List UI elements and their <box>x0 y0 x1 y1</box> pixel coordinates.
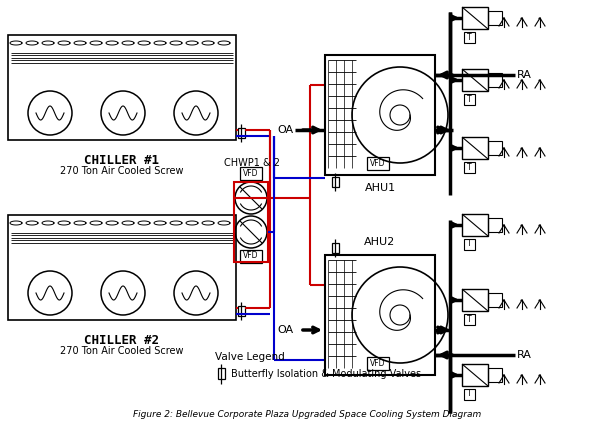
Bar <box>464 162 475 173</box>
Bar <box>325 55 435 175</box>
Text: VFD: VFD <box>244 168 259 178</box>
Text: OA: OA <box>277 125 293 135</box>
Text: CHILLER #2: CHILLER #2 <box>84 334 159 347</box>
Bar <box>462 289 488 311</box>
Bar <box>488 368 502 382</box>
Bar <box>462 214 488 236</box>
Text: VFD: VFD <box>370 159 386 168</box>
Text: T: T <box>467 239 471 248</box>
Text: T: T <box>467 94 471 104</box>
Bar <box>462 69 488 91</box>
Bar <box>8 215 236 320</box>
Bar <box>488 73 502 87</box>
Bar <box>238 128 245 138</box>
Text: T: T <box>467 390 471 398</box>
Text: OA: OA <box>277 325 293 335</box>
Text: T: T <box>467 33 471 41</box>
Text: RA: RA <box>517 70 532 80</box>
Bar <box>234 182 268 262</box>
Bar <box>464 94 475 105</box>
Bar <box>488 293 502 307</box>
Bar <box>462 364 488 386</box>
Bar <box>367 357 389 370</box>
Bar <box>367 157 389 170</box>
Bar <box>464 32 475 43</box>
Text: VFD: VFD <box>370 360 386 368</box>
Text: CHWP1 & 2: CHWP1 & 2 <box>224 158 280 168</box>
Bar <box>488 11 502 25</box>
Text: T: T <box>467 314 471 324</box>
Bar <box>240 167 262 180</box>
Bar <box>464 314 475 325</box>
Text: Valve Legend: Valve Legend <box>215 352 285 362</box>
Bar <box>462 137 488 159</box>
Bar <box>332 243 339 253</box>
Bar <box>462 7 488 29</box>
Bar <box>488 218 502 232</box>
Bar <box>488 141 502 155</box>
Bar <box>240 250 262 263</box>
Text: 270 Ton Air Cooled Screw: 270 Ton Air Cooled Screw <box>60 346 184 356</box>
Bar <box>238 306 245 316</box>
Text: RA: RA <box>517 350 532 360</box>
Bar <box>325 255 435 375</box>
Text: T: T <box>467 162 471 171</box>
Text: 270 Ton Air Cooled Screw: 270 Ton Air Cooled Screw <box>60 166 184 176</box>
Bar <box>464 239 475 250</box>
Text: Figure 2: Bellevue Corporate Plaza Upgraded Space Cooling System Diagram: Figure 2: Bellevue Corporate Plaza Upgra… <box>133 410 481 419</box>
Text: AHU2: AHU2 <box>364 237 395 247</box>
Bar <box>8 35 236 140</box>
Text: AHU1: AHU1 <box>365 183 395 193</box>
Bar <box>464 389 475 400</box>
Bar <box>218 368 225 379</box>
Text: CHILLER #1: CHILLER #1 <box>84 154 159 167</box>
Text: VFD: VFD <box>244 252 259 261</box>
Bar <box>332 177 339 187</box>
Text: Butterfly Isolation & Modulating Valves: Butterfly Isolation & Modulating Valves <box>231 369 421 379</box>
